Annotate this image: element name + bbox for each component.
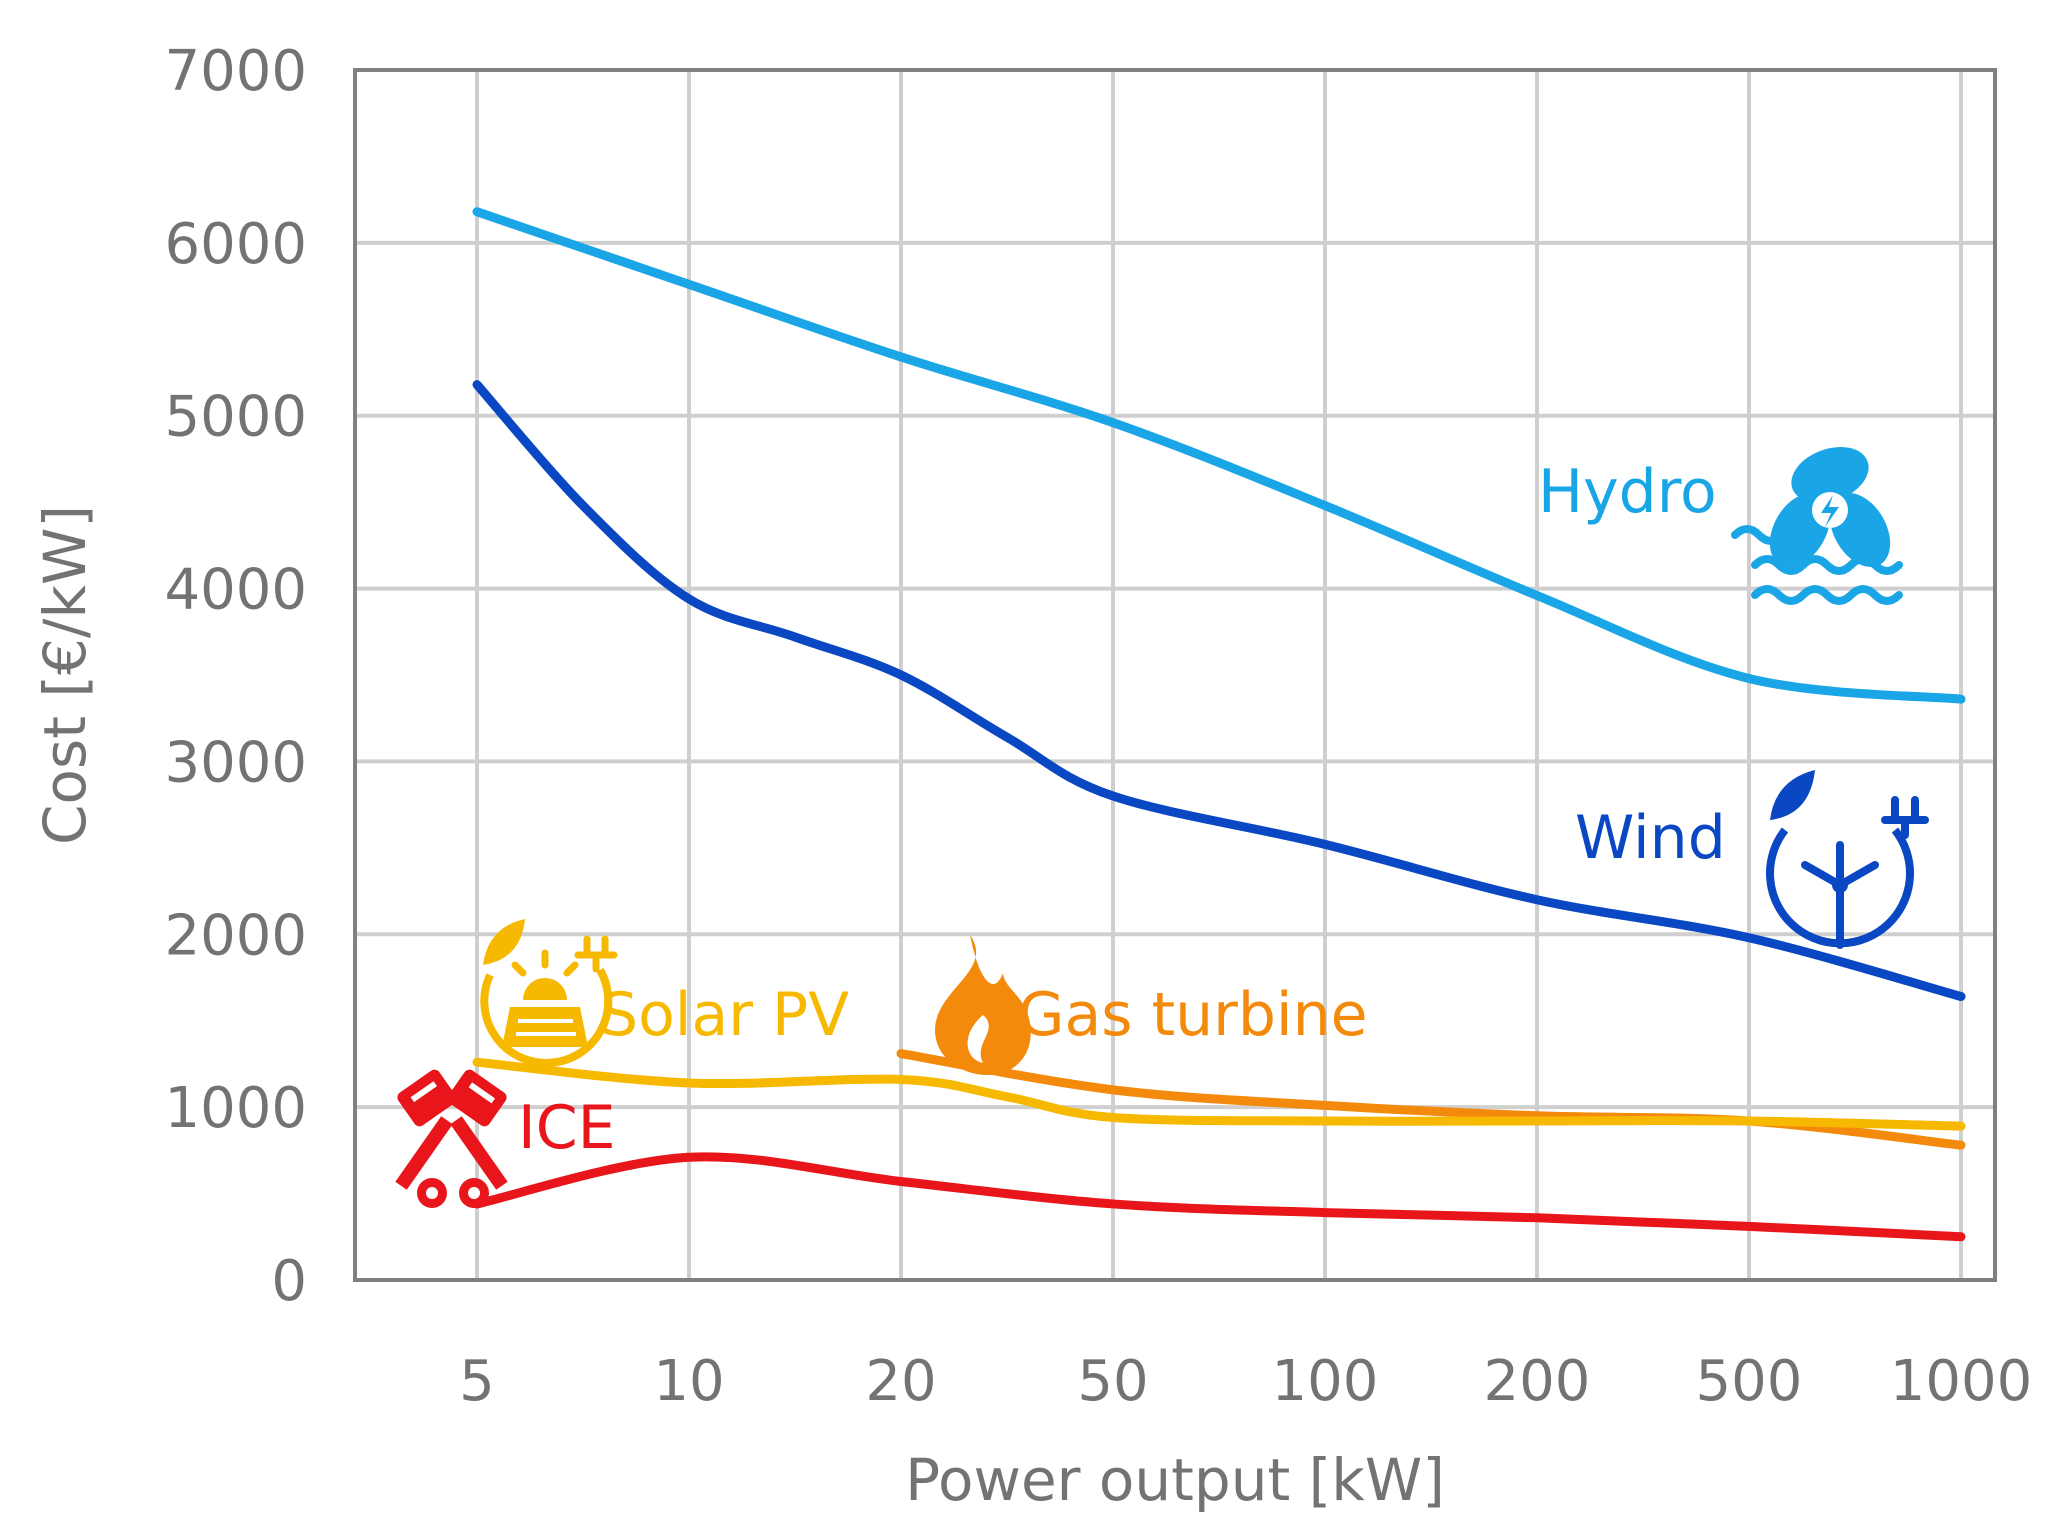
series-label-solar-pv: Solar PV: [600, 980, 849, 1050]
series-line-ice: [472, 1152, 1966, 1242]
flame-icon: [935, 935, 1031, 1075]
wind-turbine-icon: [1766, 770, 1929, 949]
x-tick-label: 5: [459, 1349, 495, 1414]
series-label-hydro: Hydro: [1538, 457, 1717, 527]
engine-pistons-icon: [395, 1069, 508, 1208]
y-tick-label: 7000: [164, 39, 307, 104]
y-tick-label: 3000: [164, 730, 307, 795]
y-axis-ticks: 0 1000 2000 3000 4000 5000 6000 7000: [164, 39, 307, 1314]
hydro-turbine-icon: [1731, 446, 1903, 605]
x-axis-ticks: 5 10 20 50 100 200 500 1000: [459, 1349, 2032, 1414]
series-label-ice: ICE: [518, 1093, 616, 1163]
y-axis-title: Cost [€/kW]: [31, 505, 99, 845]
series-lines: [472, 207, 1966, 1242]
plot-frame: [353, 68, 1997, 1282]
x-tick-label: 1000: [1890, 1349, 2033, 1414]
series-label-gas-turbine: Gas turbine: [1018, 980, 1368, 1050]
grid: [355, 70, 1995, 1280]
y-tick-label: 0: [271, 1249, 307, 1314]
x-axis-title: Power output [kW]: [905, 1446, 1445, 1514]
series-line-wind: [472, 380, 1966, 1002]
y-tick-label: 6000: [164, 212, 307, 277]
x-tick-label: 10: [653, 1349, 724, 1414]
x-tick-label: 50: [1077, 1349, 1148, 1414]
x-tick-label: 20: [865, 1349, 936, 1414]
y-tick-label: 2000: [164, 903, 307, 968]
x-tick-label: 100: [1272, 1349, 1379, 1414]
y-tick-label: 1000: [164, 1076, 307, 1141]
solar-panel-icon: [480, 919, 618, 1067]
x-tick-label: 200: [1484, 1349, 1591, 1414]
series-line-hydro: [472, 207, 1966, 704]
series-label-wind: Wind: [1575, 803, 1726, 873]
y-tick-label: 4000: [164, 558, 307, 623]
y-tick-label: 5000: [164, 385, 307, 450]
series-line-solar-pv: [472, 1057, 1966, 1131]
x-tick-label: 500: [1696, 1349, 1803, 1414]
